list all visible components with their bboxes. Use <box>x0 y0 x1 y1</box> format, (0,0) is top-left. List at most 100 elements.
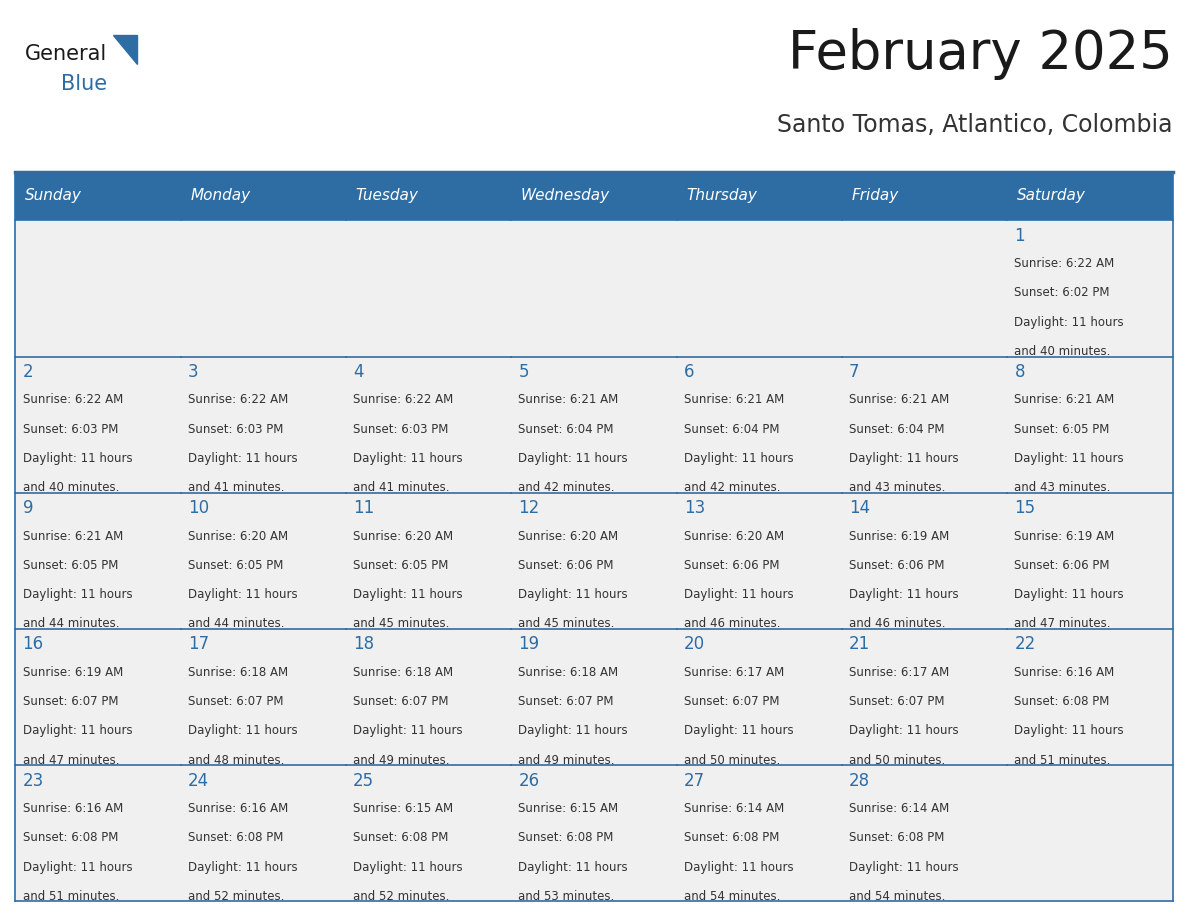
Text: Sunset: 6:04 PM: Sunset: 6:04 PM <box>849 422 944 435</box>
Text: and 51 minutes.: and 51 minutes. <box>23 890 119 902</box>
Text: 19: 19 <box>518 635 539 654</box>
Text: and 45 minutes.: and 45 minutes. <box>353 618 449 631</box>
Text: 11: 11 <box>353 499 374 517</box>
Bar <box>1007 220 1173 356</box>
Text: Sunset: 6:02 PM: Sunset: 6:02 PM <box>1015 286 1110 299</box>
Text: Daylight: 11 hours: Daylight: 11 hours <box>188 860 297 874</box>
Text: Sunset: 6:05 PM: Sunset: 6:05 PM <box>188 559 283 572</box>
Text: Sunrise: 6:19 AM: Sunrise: 6:19 AM <box>23 666 122 678</box>
Text: Sunset: 6:05 PM: Sunset: 6:05 PM <box>1015 422 1110 435</box>
Text: 12: 12 <box>518 499 539 517</box>
Bar <box>677 172 842 220</box>
Text: 17: 17 <box>188 635 209 654</box>
Bar <box>677 493 842 629</box>
Text: Daylight: 11 hours: Daylight: 11 hours <box>1015 316 1124 329</box>
Text: Sunrise: 6:16 AM: Sunrise: 6:16 AM <box>188 802 289 815</box>
Text: Sunset: 6:08 PM: Sunset: 6:08 PM <box>684 832 779 845</box>
Bar <box>15 493 181 629</box>
Text: Sunset: 6:06 PM: Sunset: 6:06 PM <box>518 559 614 572</box>
Text: Daylight: 11 hours: Daylight: 11 hours <box>23 452 132 465</box>
Text: 18: 18 <box>353 635 374 654</box>
Bar <box>1007 493 1173 629</box>
Text: Daylight: 11 hours: Daylight: 11 hours <box>849 724 959 737</box>
Text: and 41 minutes.: and 41 minutes. <box>188 481 284 494</box>
Bar <box>181 766 346 901</box>
Text: Tuesday: Tuesday <box>355 188 418 204</box>
Text: Sunrise: 6:20 AM: Sunrise: 6:20 AM <box>188 530 287 543</box>
Text: Sunrise: 6:20 AM: Sunrise: 6:20 AM <box>518 530 619 543</box>
Bar <box>346 493 511 629</box>
Text: Santo Tomas, Atlantico, Colombia: Santo Tomas, Atlantico, Colombia <box>777 113 1173 137</box>
Bar <box>346 220 511 356</box>
Bar <box>842 172 1007 220</box>
Bar <box>15 629 181 766</box>
Text: Daylight: 11 hours: Daylight: 11 hours <box>684 452 794 465</box>
Text: and 49 minutes.: and 49 minutes. <box>518 754 615 767</box>
Text: 9: 9 <box>23 499 33 517</box>
Text: Daylight: 11 hours: Daylight: 11 hours <box>518 724 628 737</box>
Text: General: General <box>25 44 107 64</box>
Text: and 50 minutes.: and 50 minutes. <box>684 754 781 767</box>
Text: Sunrise: 6:14 AM: Sunrise: 6:14 AM <box>684 802 784 815</box>
Text: Daylight: 11 hours: Daylight: 11 hours <box>849 588 959 601</box>
Text: and 52 minutes.: and 52 minutes. <box>353 890 449 902</box>
Text: and 47 minutes.: and 47 minutes. <box>23 754 119 767</box>
Text: Daylight: 11 hours: Daylight: 11 hours <box>353 588 463 601</box>
Bar <box>842 220 1007 356</box>
Text: and 50 minutes.: and 50 minutes. <box>849 754 946 767</box>
Bar <box>842 356 1007 493</box>
Text: 28: 28 <box>849 772 870 789</box>
Text: Sunrise: 6:22 AM: Sunrise: 6:22 AM <box>353 393 454 407</box>
Text: Daylight: 11 hours: Daylight: 11 hours <box>353 724 463 737</box>
Text: Sunrise: 6:16 AM: Sunrise: 6:16 AM <box>23 802 122 815</box>
Text: and 40 minutes.: and 40 minutes. <box>1015 345 1111 358</box>
Bar <box>842 629 1007 766</box>
Text: and 43 minutes.: and 43 minutes. <box>849 481 946 494</box>
Text: Sunrise: 6:22 AM: Sunrise: 6:22 AM <box>1015 257 1114 270</box>
Text: Sunset: 6:07 PM: Sunset: 6:07 PM <box>188 695 284 708</box>
Text: Sunrise: 6:19 AM: Sunrise: 6:19 AM <box>1015 530 1114 543</box>
Text: and 48 minutes.: and 48 minutes. <box>188 754 284 767</box>
Text: Sunrise: 6:18 AM: Sunrise: 6:18 AM <box>353 666 454 678</box>
Text: Sunrise: 6:17 AM: Sunrise: 6:17 AM <box>849 666 949 678</box>
Bar <box>677 356 842 493</box>
Text: 6: 6 <box>684 363 694 381</box>
Text: Sunset: 6:08 PM: Sunset: 6:08 PM <box>1015 695 1110 708</box>
Text: Daylight: 11 hours: Daylight: 11 hours <box>684 588 794 601</box>
Text: 25: 25 <box>353 772 374 789</box>
Text: Sunrise: 6:17 AM: Sunrise: 6:17 AM <box>684 666 784 678</box>
Text: Sunrise: 6:20 AM: Sunrise: 6:20 AM <box>684 530 784 543</box>
Text: 5: 5 <box>518 363 529 381</box>
Text: and 53 minutes.: and 53 minutes. <box>518 890 614 902</box>
Text: Sunset: 6:08 PM: Sunset: 6:08 PM <box>23 832 118 845</box>
Bar <box>677 766 842 901</box>
Text: Daylight: 11 hours: Daylight: 11 hours <box>518 452 628 465</box>
Text: Sunset: 6:04 PM: Sunset: 6:04 PM <box>684 422 779 435</box>
Text: and 51 minutes.: and 51 minutes. <box>1015 754 1111 767</box>
Text: 20: 20 <box>684 635 704 654</box>
Text: Sunset: 6:08 PM: Sunset: 6:08 PM <box>849 832 944 845</box>
Text: 23: 23 <box>23 772 44 789</box>
Text: 27: 27 <box>684 772 704 789</box>
Text: Sunrise: 6:19 AM: Sunrise: 6:19 AM <box>849 530 949 543</box>
Text: Daylight: 11 hours: Daylight: 11 hours <box>518 860 628 874</box>
Text: Daylight: 11 hours: Daylight: 11 hours <box>518 588 628 601</box>
Bar <box>511 220 677 356</box>
Bar <box>1007 172 1173 220</box>
Text: 3: 3 <box>188 363 198 381</box>
Text: Daylight: 11 hours: Daylight: 11 hours <box>684 724 794 737</box>
Text: and 46 minutes.: and 46 minutes. <box>849 618 946 631</box>
Text: Sunrise: 6:21 AM: Sunrise: 6:21 AM <box>1015 393 1114 407</box>
Text: and 43 minutes.: and 43 minutes. <box>1015 481 1111 494</box>
Text: Sunset: 6:03 PM: Sunset: 6:03 PM <box>23 422 118 435</box>
Bar <box>15 220 181 356</box>
Text: Sunrise: 6:20 AM: Sunrise: 6:20 AM <box>353 530 454 543</box>
Text: 10: 10 <box>188 499 209 517</box>
Text: Daylight: 11 hours: Daylight: 11 hours <box>849 452 959 465</box>
Text: Sunrise: 6:21 AM: Sunrise: 6:21 AM <box>518 393 619 407</box>
Bar <box>15 356 181 493</box>
Text: Sunrise: 6:22 AM: Sunrise: 6:22 AM <box>188 393 289 407</box>
Text: Sunset: 6:08 PM: Sunset: 6:08 PM <box>188 832 283 845</box>
Text: and 45 minutes.: and 45 minutes. <box>518 618 615 631</box>
Text: Daylight: 11 hours: Daylight: 11 hours <box>1015 452 1124 465</box>
